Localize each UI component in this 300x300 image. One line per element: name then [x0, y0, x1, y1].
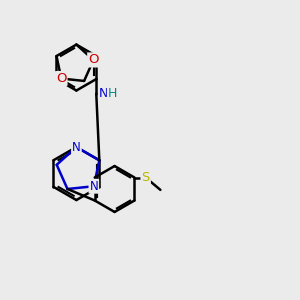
Text: N: N [89, 180, 98, 193]
Text: N: N [72, 141, 81, 154]
Text: O: O [88, 53, 99, 67]
Text: O: O [56, 72, 67, 85]
Text: S: S [142, 171, 150, 184]
Text: H: H [108, 87, 117, 100]
Text: N: N [99, 87, 109, 100]
